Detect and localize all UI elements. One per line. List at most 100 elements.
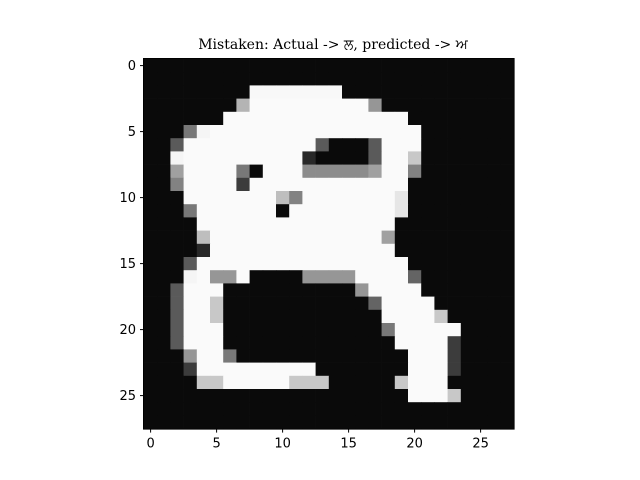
heatmap-cell <box>342 72 356 86</box>
heatmap-cell <box>447 296 462 311</box>
heatmap-cell <box>487 270 501 284</box>
heatmap-cell <box>183 191 198 205</box>
heatmap-cell <box>157 309 171 324</box>
heatmap-cell <box>460 243 475 258</box>
heatmap-cell <box>447 98 462 113</box>
heatmap-cell <box>421 309 435 324</box>
heatmap-cell <box>421 283 435 297</box>
heatmap-cell <box>289 98 303 113</box>
heatmap-cell <box>276 98 290 113</box>
heatmap-cell <box>381 362 396 377</box>
heatmap-cell <box>210 243 224 258</box>
heatmap-cell <box>394 296 409 311</box>
heatmap-cell <box>196 151 211 165</box>
heatmap-cell <box>355 125 369 139</box>
heatmap-cell <box>210 336 224 350</box>
heatmap-cell <box>144 59 158 73</box>
heatmap-cell <box>144 257 158 271</box>
heatmap-cell <box>355 336 369 350</box>
heatmap-cell <box>408 59 422 73</box>
heatmap-cell <box>276 191 290 205</box>
heatmap-cell <box>210 389 224 403</box>
heatmap-cell <box>210 296 224 311</box>
heatmap-cell <box>196 362 211 377</box>
heatmap-cell <box>170 164 184 179</box>
heatmap-cell <box>474 230 488 245</box>
heatmap-cell <box>210 111 224 126</box>
heatmap-cell <box>302 138 316 152</box>
heatmap-cell <box>236 98 250 113</box>
heatmap-cell <box>262 415 277 429</box>
heatmap-cell <box>157 125 171 139</box>
heatmap-cell <box>289 375 303 390</box>
heatmap-cell <box>355 375 369 390</box>
heatmap-cell <box>157 59 171 73</box>
heatmap-cell <box>368 270 382 284</box>
heatmap-cell <box>421 111 435 126</box>
heatmap-cell <box>302 164 316 179</box>
heatmap-cell <box>460 217 475 231</box>
heatmap-cell <box>196 375 211 390</box>
x-tick-label: 10 <box>274 437 291 452</box>
heatmap-cell <box>434 72 448 86</box>
heatmap-cell <box>315 415 330 429</box>
heatmap-cell <box>196 125 211 139</box>
heatmap-cell <box>302 204 316 218</box>
heatmap-cell <box>408 217 422 231</box>
heatmap-cell <box>196 230 211 245</box>
heatmap-cell <box>474 283 488 297</box>
heatmap-cell <box>381 296 396 311</box>
heatmap-cell <box>183 415 198 429</box>
heatmap-cell <box>368 296 382 311</box>
heatmap-cell <box>368 230 382 245</box>
heatmap-cell <box>474 98 488 113</box>
heatmap-cell <box>196 85 211 99</box>
heatmap-cell <box>408 323 422 337</box>
heatmap-cell <box>196 402 211 416</box>
heatmap-cell <box>460 204 475 218</box>
heatmap-cell <box>289 85 303 99</box>
heatmap-cell <box>408 164 422 179</box>
heatmap-cell <box>394 230 409 245</box>
heatmap-cell <box>236 243 250 258</box>
heatmap-cell <box>236 230 250 245</box>
heatmap-cell <box>262 191 277 205</box>
heatmap-cell <box>447 177 462 192</box>
heatmap-cell <box>355 151 369 165</box>
heatmap-cell <box>236 296 250 311</box>
heatmap-cell <box>302 402 316 416</box>
heatmap-cell <box>434 375 448 390</box>
heatmap-cell <box>355 72 369 86</box>
heatmap-cell <box>262 204 277 218</box>
heatmap-cell <box>500 243 514 258</box>
heatmap-cell <box>394 191 409 205</box>
heatmap-cell <box>236 59 250 73</box>
heatmap-cell <box>500 402 514 416</box>
heatmap-cell <box>355 138 369 152</box>
heatmap-cell <box>170 362 184 377</box>
heatmap-cell <box>276 402 290 416</box>
heatmap-cell <box>487 125 501 139</box>
heatmap-cell <box>447 349 462 363</box>
y-tick-label: 25 <box>119 389 136 404</box>
heatmap-cell <box>355 85 369 99</box>
heatmap-cell <box>210 323 224 337</box>
heatmap-cell <box>170 257 184 271</box>
heatmap-cell <box>170 323 184 337</box>
heatmap-cell <box>460 59 475 73</box>
heatmap-cell <box>196 415 211 429</box>
heatmap-cell <box>183 151 198 165</box>
heatmap-cell <box>421 375 435 390</box>
heatmap-cell <box>289 164 303 179</box>
heatmap-cell <box>421 72 435 86</box>
heatmap-cell <box>170 375 184 390</box>
heatmap-cell <box>460 191 475 205</box>
heatmap-cell <box>434 125 448 139</box>
heatmap-cell <box>157 270 171 284</box>
heatmap-cell <box>262 270 277 284</box>
heatmap-cell <box>421 243 435 258</box>
heatmap-cell <box>249 415 264 429</box>
heatmap-cell <box>196 191 211 205</box>
heatmap-cell <box>276 389 290 403</box>
heatmap-cell <box>276 309 290 324</box>
